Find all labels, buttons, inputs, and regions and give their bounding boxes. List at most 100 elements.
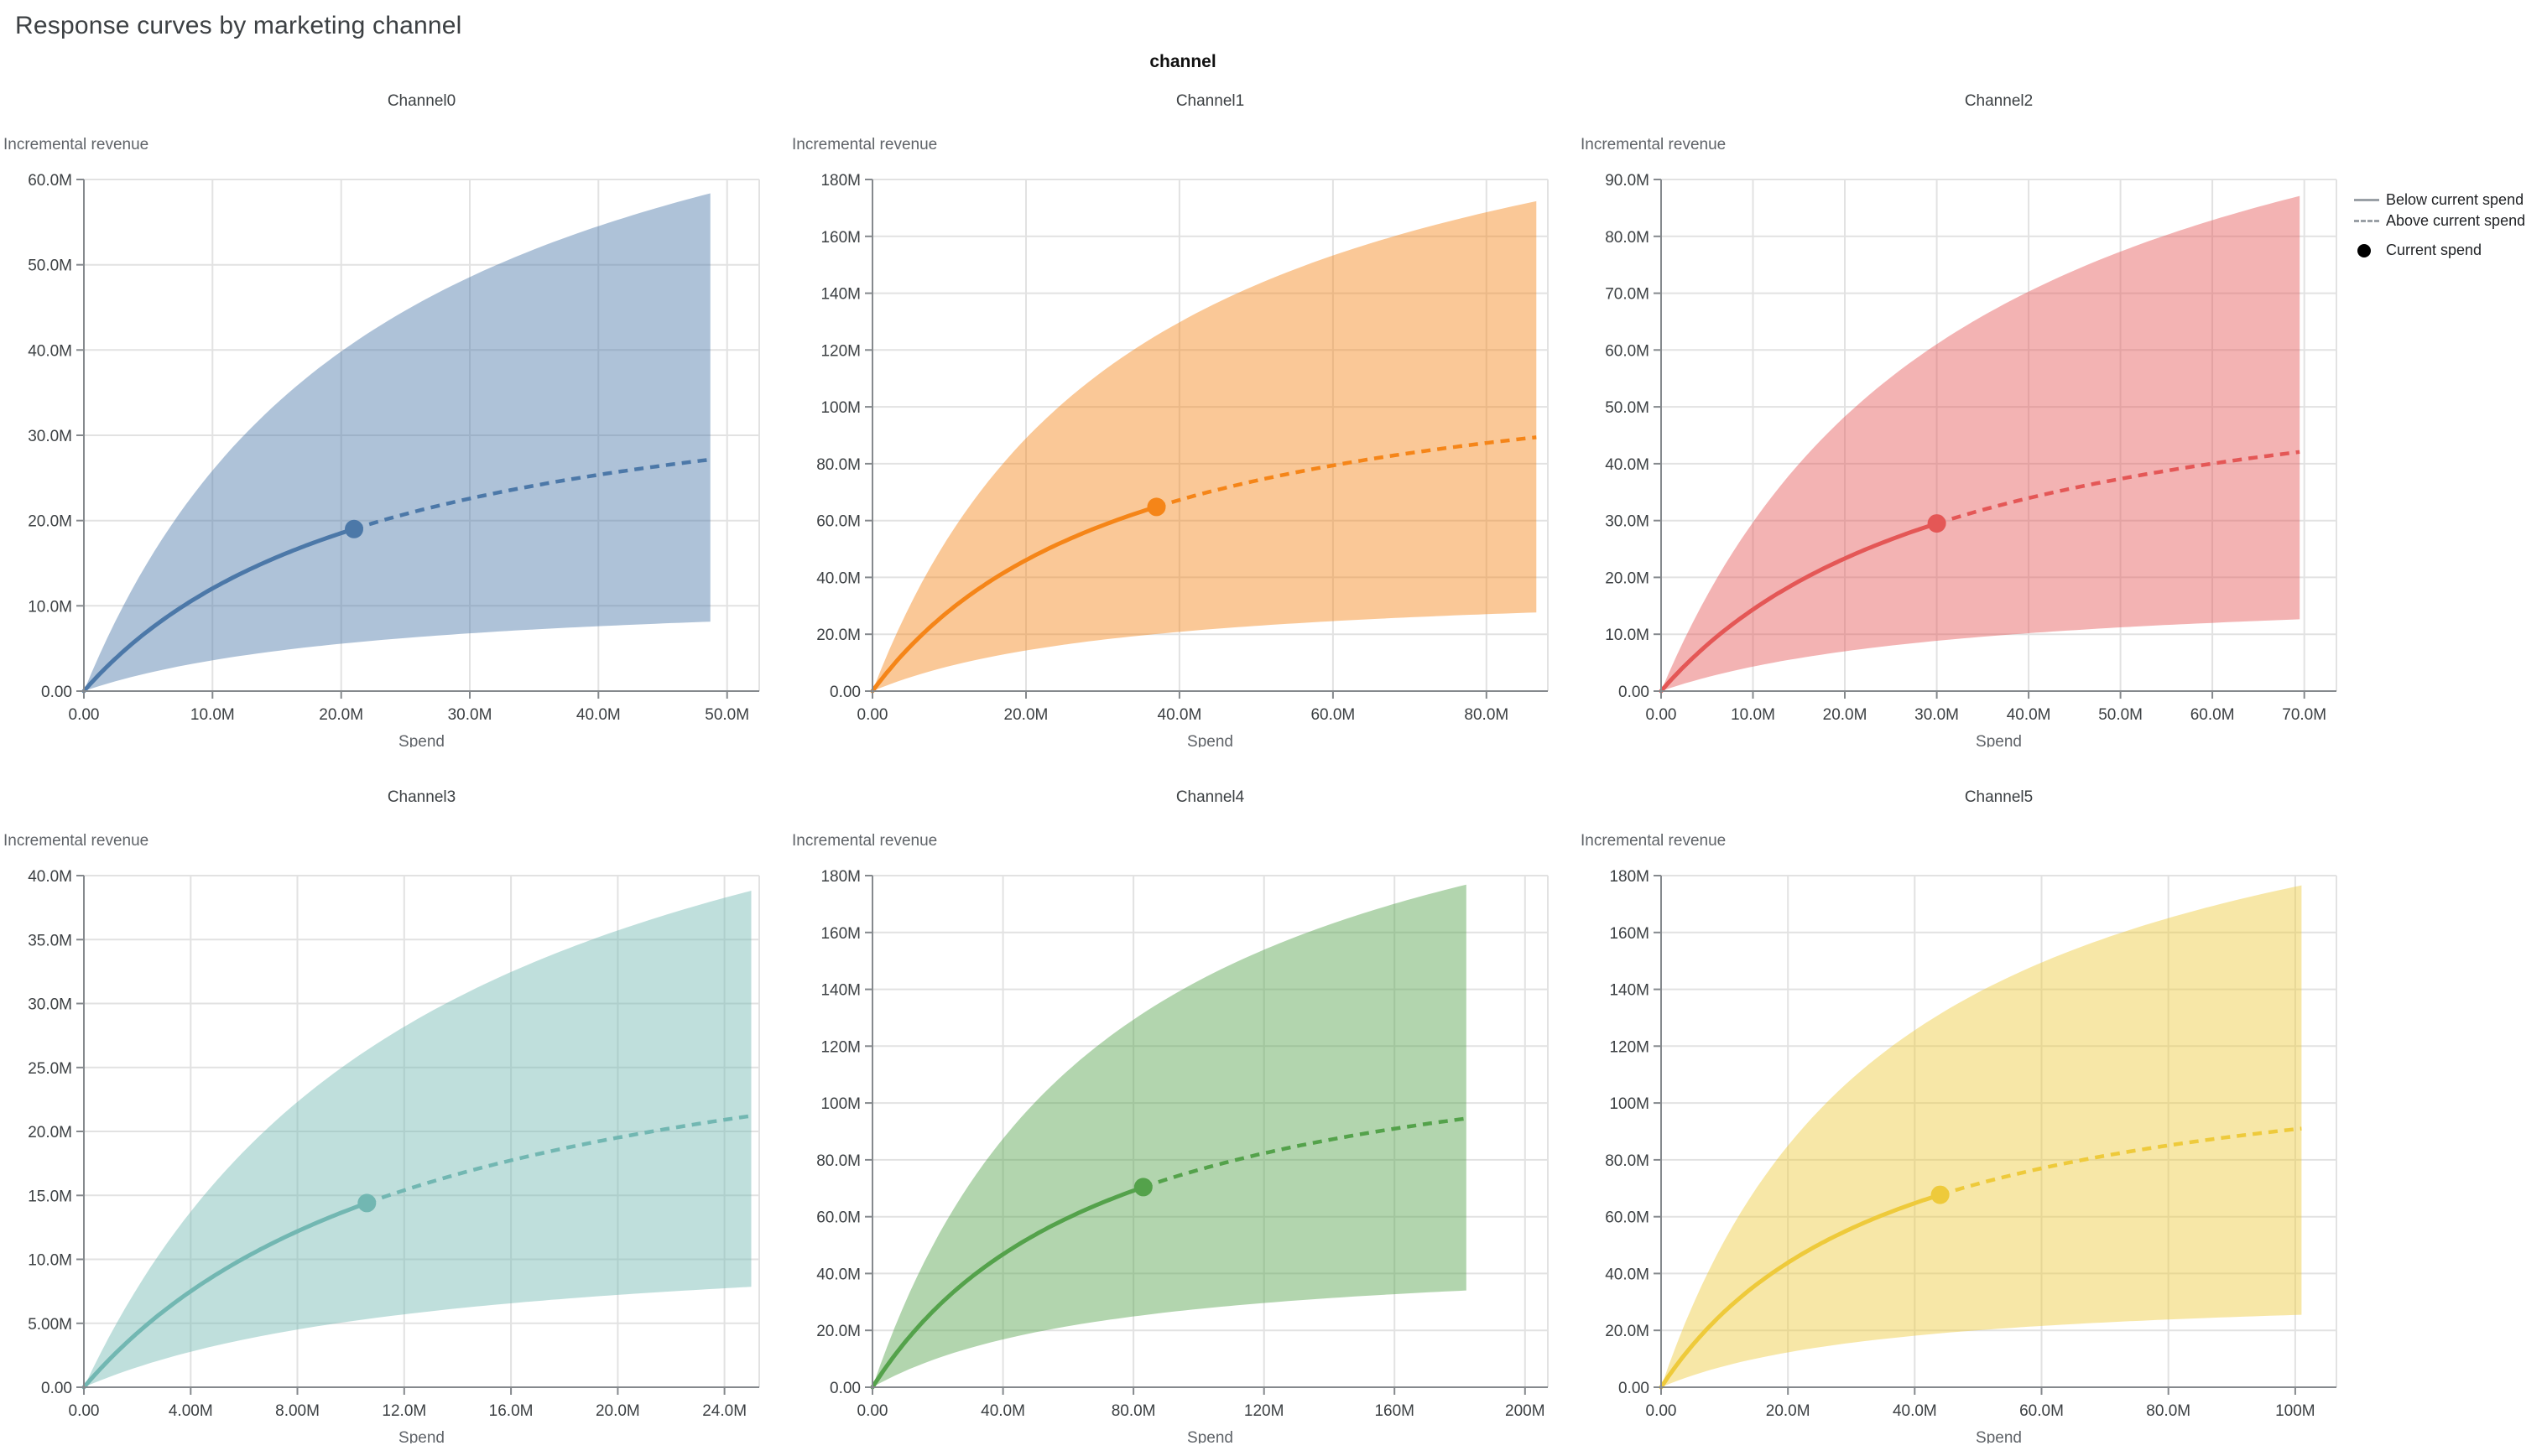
- x-axis-title: Spend: [1187, 1429, 1233, 1443]
- y-tick-label: 100M: [1609, 1095, 1649, 1113]
- current-spend-point[interactable]: [1927, 514, 1946, 533]
- x-tick-label: 200M: [1505, 1402, 1545, 1420]
- y-tick-label: 50.0M: [1605, 399, 1649, 417]
- y-tick-label: 20.0M: [816, 627, 861, 644]
- subplot-title: Channel0: [388, 92, 456, 110]
- x-tick-label: 70.0M: [2282, 706, 2326, 724]
- confidence-band: [84, 891, 752, 1387]
- x-tick-label: 40.0M: [576, 706, 621, 724]
- y-tick-label: 80.0M: [1605, 229, 1649, 247]
- x-tick-label: 30.0M: [448, 706, 492, 724]
- chart-svg-channel5: 0.00 20.0M 40.0M 60.0M 80.0M 100M 120M 140M 160M…: [1581, 788, 2337, 1447]
- subplot-title: Channel2: [1965, 92, 2033, 110]
- confidence-band: [872, 200, 1537, 691]
- y-axis-title: Incremental revenue: [3, 136, 148, 153]
- y-axis-title: Incremental revenue: [3, 832, 148, 850]
- x-tick-label: 40.0M: [1893, 1402, 1937, 1420]
- facet-header: channel: [1149, 52, 1216, 71]
- solid-line-icon: [2354, 199, 2379, 201]
- y-tick-label: 35.0M: [28, 932, 72, 949]
- dashed-line-icon: [2354, 220, 2379, 222]
- y-tick-label: 160M: [1609, 925, 1649, 943]
- chart-svg-channel4: 0.00 20.0M 40.0M 60.0M 80.0M 100M 120M 140M 160M…: [792, 788, 1549, 1447]
- current-spend-point[interactable]: [1930, 1185, 1950, 1204]
- y-tick-label: 160M: [820, 925, 861, 943]
- confidence-band: [1661, 885, 2302, 1387]
- x-tick-label: 10.0M: [1731, 706, 1775, 724]
- y-tick-label: 10.0M: [1605, 627, 1649, 644]
- y-axis-title: Incremental revenue: [1581, 832, 1726, 850]
- subplot-title: Channel5: [1965, 788, 2033, 806]
- x-tick-label: 24.0M: [702, 1402, 747, 1420]
- chart-channel3: 0.00 5.00M 10.0M 15.0M 20.0M 25.0M 30.0M 35.0M 4…: [0, 777, 789, 1448]
- y-tick-label: 120M: [1609, 1038, 1649, 1056]
- x-tick-label: 40.0M: [1158, 706, 1202, 724]
- y-tick-label: 0.00: [1618, 684, 1649, 701]
- x-tick-label: 60.0M: [2190, 706, 2235, 724]
- x-axis-title: Spend: [398, 1429, 445, 1443]
- subplot-title: Channel3: [388, 788, 456, 806]
- above-current-spend-line: [1143, 1116, 1467, 1189]
- y-tick-label: 180M: [1609, 868, 1649, 886]
- current-spend-point[interactable]: [357, 1193, 377, 1213]
- y-tick-label: 30.0M: [28, 428, 72, 445]
- y-tick-label: 10.0M: [28, 1252, 72, 1270]
- y-axis-title: Incremental revenue: [792, 832, 937, 850]
- y-tick-label: 20.0M: [1605, 1323, 1649, 1340]
- y-tick-label: 180M: [820, 172, 861, 190]
- x-tick-label: 40.0M: [981, 1402, 1025, 1420]
- above-current-spend-line: [1939, 1126, 2302, 1197]
- x-tick-label: 60.0M: [1310, 706, 1355, 724]
- y-tick-label: 5.00M: [28, 1316, 72, 1334]
- y-tick-label: 60.0M: [1605, 342, 1649, 360]
- x-tick-label: 12.0M: [382, 1402, 426, 1420]
- x-tick-label: 80.0M: [2146, 1402, 2190, 1420]
- x-tick-label: 40.0M: [2007, 706, 2051, 724]
- below-current-spend-line: [870, 1185, 1146, 1390]
- y-tick-label: 80.0M: [1605, 1152, 1649, 1170]
- legend-item-below: Below current spend: [2354, 191, 2544, 209]
- y-tick-label: 20.0M: [1605, 569, 1649, 587]
- y-tick-label: 80.0M: [816, 456, 861, 474]
- y-tick-label: 40.0M: [816, 1266, 861, 1283]
- y-tick-label: 120M: [820, 342, 861, 360]
- current-spend-point[interactable]: [345, 519, 363, 538]
- x-axis-title: Spend: [1976, 733, 2022, 747]
- current-spend-point[interactable]: [1147, 497, 1166, 517]
- chart-svg-channel2: 0.00 10.0M 20.0M 30.0M 40.0M 50.0M 60.0M 70.0M 8…: [1581, 92, 2337, 751]
- y-tick-label: 20.0M: [28, 513, 72, 531]
- chart-svg-channel0: 0.00 10.0M 20.0M 30.0M 40.0M 50.0M 60.0M 0.00 10…: [3, 92, 760, 751]
- confidence-band: [84, 193, 711, 691]
- x-tick-label: 0.00: [857, 1402, 888, 1420]
- x-tick-label: 16.0M: [489, 1402, 534, 1420]
- legend-label: Above current spend: [2386, 212, 2526, 229]
- confidence-band: [872, 884, 1466, 1387]
- y-tick-label: 140M: [1609, 982, 1649, 1000]
- subplot-title: Channel1: [1176, 92, 1244, 110]
- y-tick-label: 30.0M: [28, 996, 72, 1014]
- x-tick-label: 100M: [2275, 1402, 2315, 1420]
- x-tick-label: 4.00M: [169, 1402, 213, 1420]
- y-tick-label: 30.0M: [1605, 513, 1649, 531]
- y-tick-label: 50.0M: [28, 257, 72, 275]
- chart-svg-channel3: 0.00 5.00M 10.0M 15.0M 20.0M 25.0M 30.0M 35.0M 4…: [3, 788, 760, 1447]
- y-tick-label: 140M: [820, 982, 861, 1000]
- y-tick-label: 0.00: [830, 1380, 861, 1397]
- y-tick-label: 0.00: [41, 684, 72, 701]
- above-current-spend-line: [1155, 435, 1537, 509]
- y-tick-label: 180M: [820, 868, 861, 886]
- subplot-title: Channel4: [1176, 788, 1245, 806]
- y-tick-label: 120M: [820, 1038, 861, 1056]
- x-tick-label: 20.0M: [319, 706, 363, 724]
- below-current-spend-line: [81, 527, 357, 694]
- chart-channel1: 0.00 20.0M 40.0M 60.0M 80.0M 100M 120M 140M 160M…: [789, 81, 1577, 751]
- y-tick-label: 0.00: [1618, 1380, 1649, 1397]
- y-tick-label: 40.0M: [1605, 456, 1649, 474]
- axes: 0.00 5.00M 10.0M 15.0M 20.0M 25.0M 30.0M 35.0M 4…: [28, 868, 759, 1420]
- y-tick-label: 100M: [820, 399, 861, 417]
- y-tick-label: 80.0M: [816, 1152, 861, 1170]
- y-axis-title: Incremental revenue: [1581, 136, 1726, 153]
- legend: Below current spend Above current spend …: [2354, 191, 2544, 263]
- x-tick-label: 20.0M: [596, 1402, 640, 1420]
- current-spend-point[interactable]: [1133, 1178, 1153, 1197]
